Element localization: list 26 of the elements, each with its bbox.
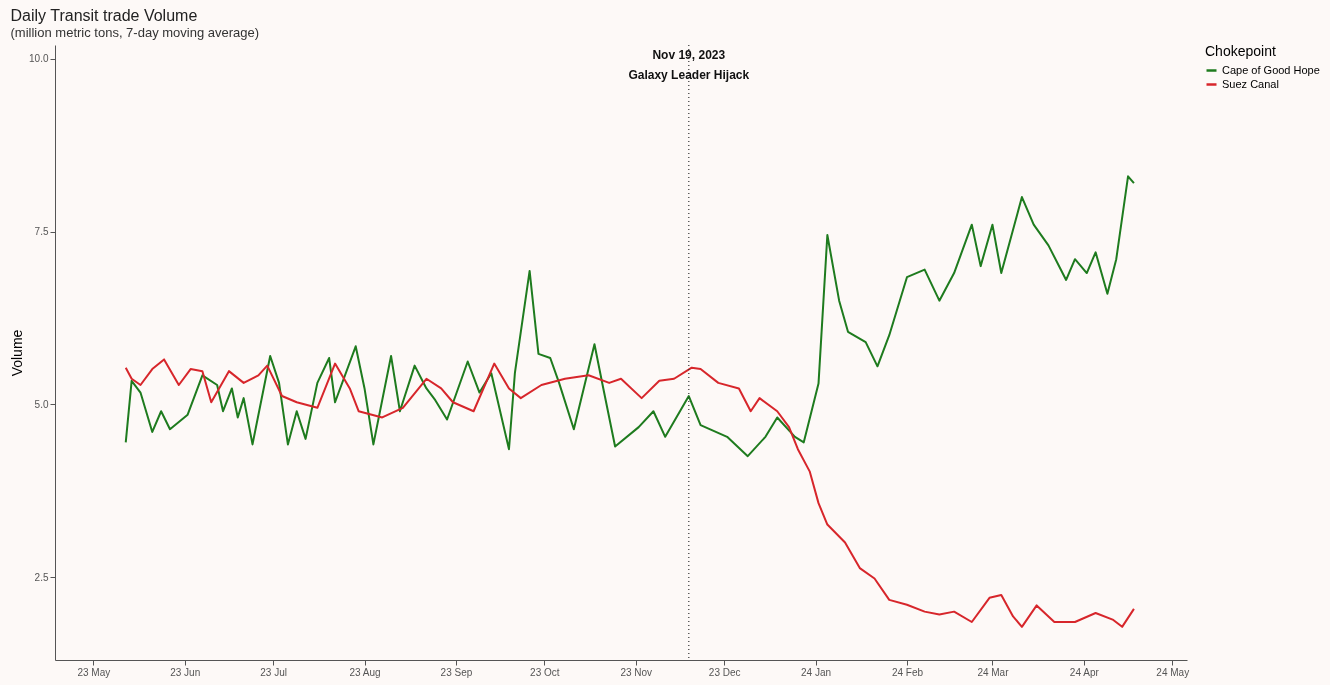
line-series xyxy=(124,358,1135,628)
y-axis-title: Volume xyxy=(9,329,26,377)
x-tick-label: 24 Jan xyxy=(801,666,832,678)
y-tick-label: 7.5 xyxy=(34,226,49,238)
y-tick-label: 2.5 xyxy=(34,571,49,583)
x-tick-label: 23 Jun xyxy=(170,666,201,678)
chart-subtitle: (million metric tons, 7-day moving average) xyxy=(10,25,260,41)
legend-label: Cape of Good Hope xyxy=(1222,63,1320,76)
x-tick-label: 23 Nov xyxy=(620,666,653,678)
legend-label: Suez Canal xyxy=(1222,77,1279,90)
y-tick-label: 5.0 xyxy=(34,398,49,410)
x-tick-label: 23 Sep xyxy=(440,666,473,678)
x-tick-label: 24 May xyxy=(1156,666,1190,678)
x-tick-label: 23 Dec xyxy=(708,666,741,678)
line-series xyxy=(124,175,1135,458)
x-tick-label: 23 May xyxy=(77,666,111,678)
legend-title: Chokepoint xyxy=(1205,43,1276,59)
x-tick-label: 23 Jul xyxy=(260,666,287,678)
chart-title: Daily Transit trade Volume xyxy=(10,7,198,25)
x-tick-label: 24 Feb xyxy=(891,666,924,678)
x-tick-label: 23 Aug xyxy=(349,666,381,678)
ref-line-label: Nov 19, 2023 Galaxy Leader Hijack xyxy=(628,48,750,82)
x-tick-label: 23 Oct xyxy=(530,666,560,678)
y-tick-label: 10.0 xyxy=(29,53,49,65)
x-tick-label: 24 Mar xyxy=(977,666,1010,678)
x-tick-label: 24 Apr xyxy=(1069,666,1100,678)
